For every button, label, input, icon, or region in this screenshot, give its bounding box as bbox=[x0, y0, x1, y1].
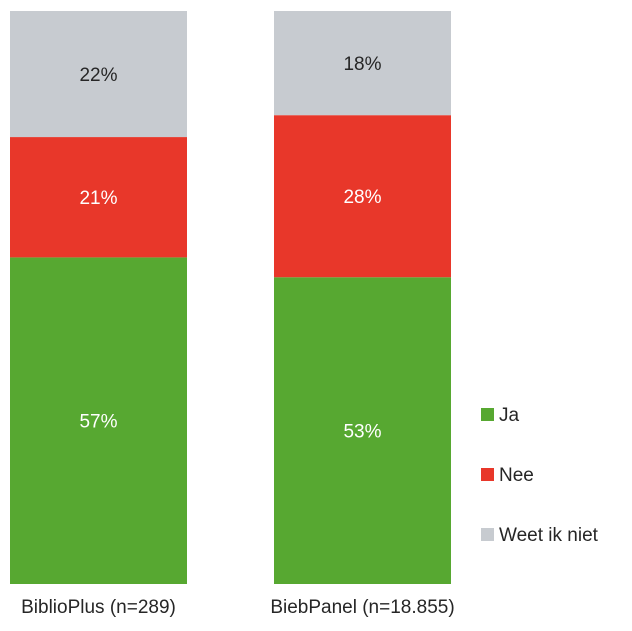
data-label: 28% bbox=[343, 187, 381, 208]
legend-item: Nee bbox=[481, 465, 534, 486]
legend-swatch bbox=[481, 468, 494, 481]
legend-item: Weet ik niet bbox=[481, 525, 599, 546]
data-label: 53% bbox=[343, 422, 381, 443]
bar-segment-weet-ik-niet bbox=[10, 11, 187, 138]
legend-label: Nee bbox=[499, 465, 534, 486]
bar-segment-ja bbox=[274, 277, 451, 584]
data-label: 18% bbox=[343, 54, 381, 75]
bar-segment-nee bbox=[274, 115, 451, 278]
category-label: BiebPanel (n=18.855) bbox=[270, 597, 454, 618]
legend-swatch bbox=[481, 408, 494, 421]
bar-segment-weet-ik-niet bbox=[274, 11, 451, 116]
data-label: 22% bbox=[79, 65, 117, 86]
category-label: BiblioPlus (n=289) bbox=[21, 597, 176, 618]
bar-segment-nee bbox=[10, 137, 187, 258]
data-label: 57% bbox=[79, 412, 117, 433]
legend-label: Weet ik niet bbox=[499, 525, 599, 546]
bar-segment-ja bbox=[10, 257, 187, 584]
legend-label: Ja bbox=[499, 405, 520, 426]
legend-item: Ja bbox=[481, 405, 520, 426]
data-label: 21% bbox=[79, 188, 117, 209]
legend-swatch bbox=[481, 528, 494, 541]
